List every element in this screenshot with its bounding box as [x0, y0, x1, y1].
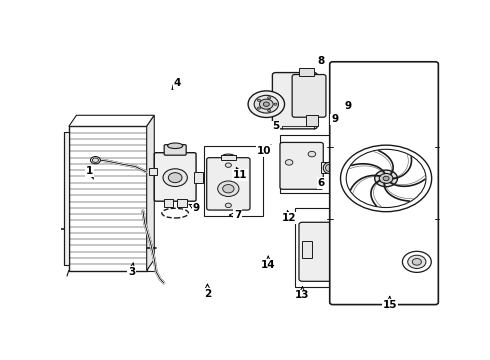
Text: 3: 3: [128, 263, 135, 277]
Text: 13: 13: [295, 287, 310, 301]
Ellipse shape: [325, 165, 332, 171]
Bar: [320, 162, 335, 174]
Circle shape: [412, 258, 421, 265]
Text: 8: 8: [318, 56, 325, 66]
Ellipse shape: [221, 154, 235, 159]
FancyBboxPatch shape: [207, 158, 250, 210]
Text: 9: 9: [331, 114, 338, 125]
Bar: [177, 199, 187, 207]
Bar: [220, 156, 236, 159]
FancyBboxPatch shape: [272, 73, 317, 129]
Circle shape: [375, 170, 397, 187]
Circle shape: [248, 91, 285, 117]
FancyBboxPatch shape: [154, 153, 196, 201]
Bar: [204, 146, 263, 216]
Ellipse shape: [368, 234, 374, 238]
Circle shape: [254, 95, 278, 113]
Text: 15: 15: [383, 296, 397, 310]
Text: 9: 9: [189, 203, 199, 213]
Ellipse shape: [168, 143, 183, 149]
Circle shape: [169, 173, 182, 183]
FancyBboxPatch shape: [164, 145, 186, 155]
Ellipse shape: [365, 258, 377, 267]
FancyBboxPatch shape: [330, 62, 439, 305]
Bar: [298, 68, 314, 76]
Circle shape: [91, 157, 100, 164]
Circle shape: [225, 203, 231, 208]
FancyBboxPatch shape: [280, 143, 323, 189]
Text: 14: 14: [261, 256, 275, 270]
Bar: [64, 132, 69, 265]
Circle shape: [257, 99, 261, 102]
Circle shape: [383, 176, 389, 181]
Ellipse shape: [361, 255, 380, 269]
Bar: [280, 135, 339, 193]
Circle shape: [341, 145, 432, 212]
Circle shape: [308, 151, 316, 157]
Circle shape: [257, 107, 261, 109]
Text: 4: 4: [172, 78, 181, 90]
Circle shape: [263, 102, 270, 107]
Text: 5: 5: [272, 121, 279, 131]
Circle shape: [93, 158, 98, 162]
Bar: [295, 208, 390, 287]
Circle shape: [268, 109, 270, 112]
Bar: [346, 248, 354, 262]
Ellipse shape: [368, 260, 374, 264]
Bar: [194, 172, 202, 183]
Circle shape: [218, 181, 239, 197]
Text: 7: 7: [229, 210, 242, 220]
Ellipse shape: [365, 231, 377, 240]
Circle shape: [268, 97, 270, 99]
Circle shape: [274, 103, 277, 105]
FancyBboxPatch shape: [299, 222, 349, 281]
Text: 1: 1: [86, 166, 94, 179]
Circle shape: [225, 163, 231, 167]
Text: 10: 10: [257, 145, 271, 156]
Circle shape: [285, 159, 293, 165]
Bar: [69, 126, 147, 270]
FancyBboxPatch shape: [292, 75, 326, 117]
Circle shape: [163, 169, 187, 186]
Text: 6: 6: [318, 178, 325, 188]
Ellipse shape: [361, 229, 380, 243]
Text: 12: 12: [282, 211, 296, 223]
Text: 11: 11: [232, 167, 247, 180]
Circle shape: [260, 99, 273, 109]
Bar: [306, 115, 318, 126]
Circle shape: [408, 255, 426, 269]
Ellipse shape: [323, 162, 335, 174]
Circle shape: [346, 149, 426, 207]
Text: 9: 9: [344, 100, 351, 111]
Polygon shape: [147, 115, 154, 270]
Bar: [148, 168, 157, 175]
Text: 2: 2: [204, 284, 211, 299]
Polygon shape: [69, 115, 154, 126]
Circle shape: [402, 251, 431, 273]
Bar: [302, 242, 312, 258]
Circle shape: [379, 174, 393, 183]
Bar: [164, 199, 173, 207]
Circle shape: [222, 185, 234, 193]
